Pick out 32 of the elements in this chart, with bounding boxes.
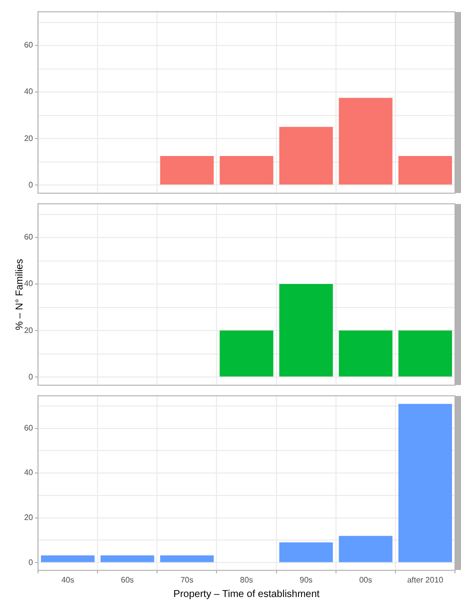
y-tick-label: 60 — [24, 40, 34, 50]
y-tick-label: 0 — [28, 372, 34, 382]
bar — [220, 156, 274, 185]
y-tick-label: 0 — [28, 180, 34, 190]
x-tick-label: 80s — [240, 575, 253, 584]
y-tick-label: 20 — [24, 134, 34, 143]
y-axis-title: % – N° Families — [14, 257, 26, 330]
bar — [160, 555, 214, 562]
x-tick-label: 70s — [180, 575, 194, 584]
x-tick-label: 40s — [61, 575, 74, 584]
x-tick-label: 00s — [359, 575, 372, 584]
y-tick-label: 40 — [24, 468, 34, 478]
y-tick-label: 40 — [24, 279, 34, 288]
bar — [398, 156, 452, 185]
x-tick-label: 90s — [300, 575, 313, 584]
bar — [100, 555, 154, 562]
y-tick-label: 60 — [24, 423, 34, 432]
x-tick-label: after 2010 — [407, 575, 444, 584]
bar — [279, 542, 333, 562]
bar — [40, 555, 95, 562]
y-tick-label: 60 — [24, 232, 34, 242]
y-tick-label: 20 — [24, 326, 34, 335]
bar — [398, 404, 452, 562]
y-tick-label: 40 — [24, 87, 34, 96]
bar — [338, 98, 392, 185]
x-tick-label: 60s — [120, 575, 134, 584]
y-tick-label: 20 — [24, 513, 34, 522]
bar — [338, 536, 392, 562]
bar — [160, 156, 214, 185]
x-axis-title: Property – Time of establishment — [172, 589, 321, 600]
y-tick-label: 0 — [28, 558, 34, 567]
bar — [279, 126, 333, 185]
